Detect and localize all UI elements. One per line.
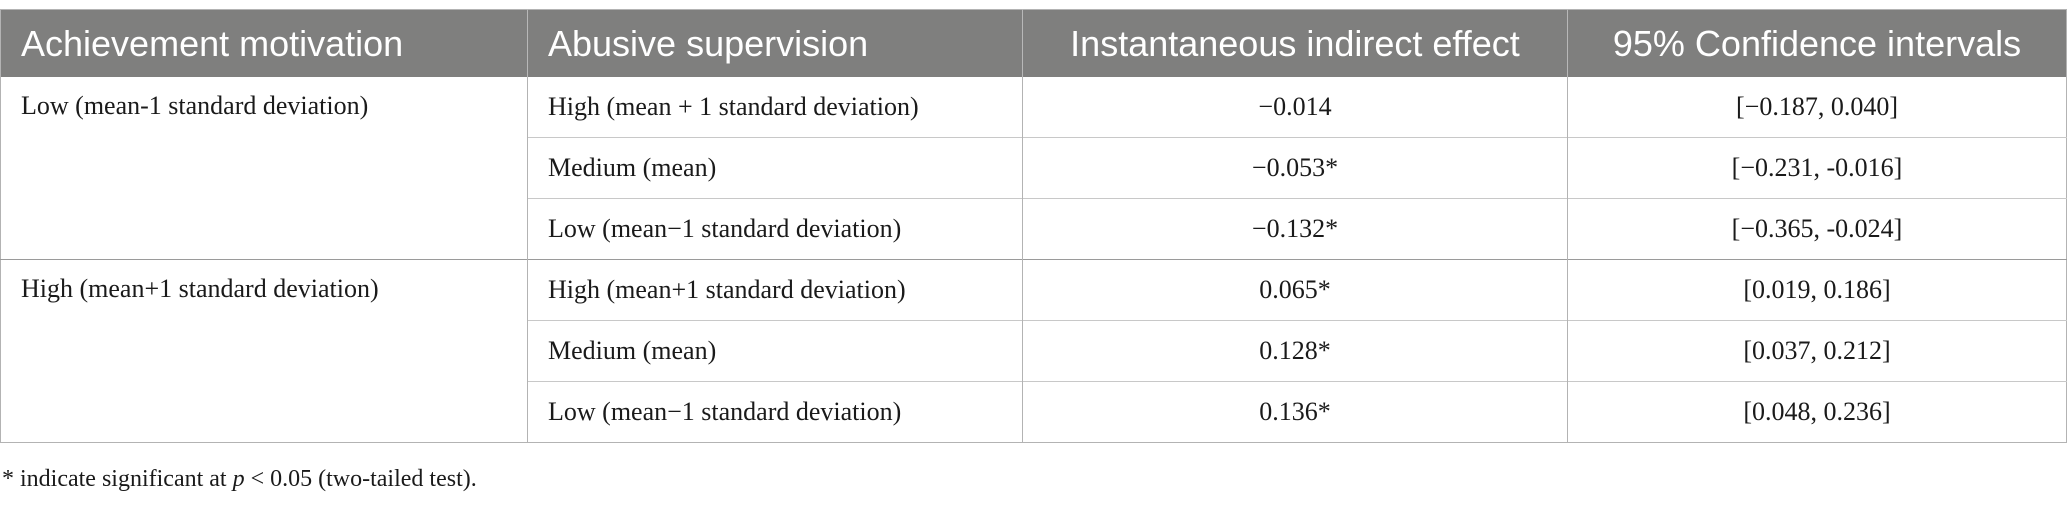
header-achievement-motivation: Achievement motivation bbox=[0, 9, 528, 77]
group-label-low: Low (mean-1 standard deviation) bbox=[21, 91, 369, 120]
table-footnote: * indicate significant at p < 0.05 (two-… bbox=[2, 466, 477, 493]
header-row: Achievement motivation Abusive supervisi… bbox=[0, 9, 2067, 77]
confidence-interval-cell: [−0.365, -0.024] bbox=[1567, 198, 2067, 260]
header-abusive-supervision: Abusive supervision bbox=[527, 9, 1023, 77]
header-confidence-intervals: 95% Confidence intervals bbox=[1567, 9, 2067, 77]
confidence-interval-cell: [0.019, 0.186] bbox=[1567, 259, 2067, 321]
confidence-interval-cell: [0.048, 0.236] bbox=[1567, 381, 2067, 443]
abusive-level-cell: Low (mean−1 standard deviation) bbox=[527, 198, 1023, 260]
indirect-effect-cell: −0.132* bbox=[1022, 198, 1568, 260]
abusive-level-cell: High (mean + 1 standard deviation) bbox=[527, 77, 1023, 138]
table-row: Medium (mean) 0.128* [0.037, 0.212] bbox=[1, 320, 2067, 382]
abusive-level-cell: Low (mean−1 standard deviation) bbox=[527, 381, 1023, 443]
table-row: Low (mean−1 standard deviation) −0.132* … bbox=[1, 198, 2067, 260]
confidence-interval-cell: [−0.231, -0.016] bbox=[1567, 137, 2067, 199]
table-body: Low (mean-1 standard deviation) High (me… bbox=[0, 77, 2067, 443]
table-header: Achievement motivation Abusive supervisi… bbox=[0, 9, 2067, 77]
footnote-p-symbol: p bbox=[232, 466, 245, 492]
abusive-level-cell: Medium (mean) bbox=[527, 320, 1023, 382]
abusive-level-cell: Medium (mean) bbox=[527, 137, 1023, 199]
indirect-effect-cell: −0.053* bbox=[1022, 137, 1568, 199]
indirect-effect-cell: 0.065* bbox=[1022, 259, 1568, 321]
confidence-interval-cell: [0.037, 0.212] bbox=[1567, 320, 2067, 382]
indirect-effect-table: Achievement motivation Abusive supervisi… bbox=[0, 9, 2067, 443]
indirect-effect-cell: 0.136* bbox=[1022, 381, 1568, 443]
table-row: High (mean+1 standard deviation) High (m… bbox=[0, 259, 2067, 443]
results-table-container: Achievement motivation Abusive supervisi… bbox=[0, 9, 2067, 443]
footnote-prefix: * indicate significant at bbox=[2, 466, 233, 492]
table-row: Medium (mean) −0.053* [−0.231, -0.016] bbox=[1, 137, 2067, 199]
table-row: Low (mean−1 standard deviation) 0.136* [… bbox=[1, 381, 2067, 443]
abusive-level-cell: High (mean+1 standard deviation) bbox=[527, 259, 1023, 321]
indirect-effect-cell: 0.128* bbox=[1022, 320, 1568, 382]
header-indirect-effect: Instantaneous indirect effect bbox=[1022, 9, 1568, 77]
indirect-effect-cell: −0.014 bbox=[1022, 77, 1568, 138]
confidence-interval-cell: [−0.187, 0.040] bbox=[1567, 77, 2067, 138]
footnote-suffix: < 0.05 (two-tailed test). bbox=[244, 466, 477, 492]
table-row: Low (mean-1 standard deviation) High (me… bbox=[1, 77, 2067, 138]
group-label-high: High (mean+1 standard deviation) bbox=[0, 259, 528, 443]
